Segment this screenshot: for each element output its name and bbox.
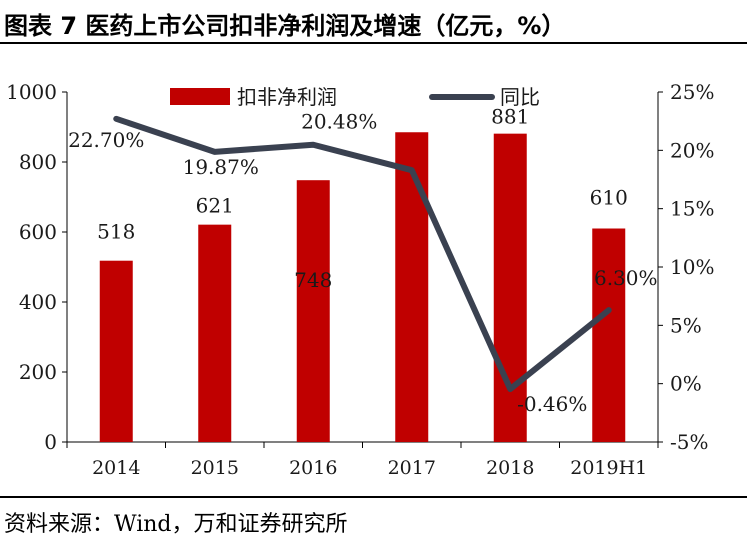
y-right-tick-label: -5% xyxy=(670,430,709,454)
bar-2017 xyxy=(395,132,429,442)
y-right-tick-label: 15% xyxy=(670,197,714,221)
x-tick-label: 2015 xyxy=(191,457,239,479)
line-data-label: -0.46% xyxy=(517,392,587,416)
bar-2015 xyxy=(198,224,232,442)
x-tick-label: 2018 xyxy=(486,457,534,479)
bar-2016 xyxy=(296,180,330,442)
y-right-tick-label: 0% xyxy=(670,372,702,396)
bar-data-label: 610 xyxy=(590,186,628,210)
bar-data-label: 621 xyxy=(196,194,234,218)
bar-2014 xyxy=(99,260,133,442)
line-data-label: 22.70% xyxy=(68,128,144,152)
bar-2019H1 xyxy=(592,228,626,442)
growth-line xyxy=(113,115,612,393)
line-data-label: 20.48% xyxy=(301,110,377,134)
y-left-tick-label: 600 xyxy=(19,220,57,244)
x-tick-label: 2019H1 xyxy=(570,457,647,479)
line-data-label: 6.30% xyxy=(594,266,658,290)
x-tick-label: 2016 xyxy=(289,457,337,479)
chart-title: 图表 7 医药上市公司扣非净利润及增速（亿元，%） xyxy=(4,12,566,40)
x-tick-label: 2014 xyxy=(92,457,140,479)
x-tick-label: 2017 xyxy=(388,457,436,479)
y-right-tick-label: 10% xyxy=(670,255,714,279)
legend-bar-label: 扣非净利润 xyxy=(237,85,337,109)
y-right-tick-label: 20% xyxy=(670,138,714,162)
y-right-tick-label: 25% xyxy=(670,80,714,104)
bar-data-label: 881 xyxy=(491,105,529,129)
legend-bar-swatch xyxy=(170,88,230,105)
y-right-tick-label: 5% xyxy=(670,313,702,337)
bar-data-label: 518 xyxy=(97,220,135,244)
title-rule xyxy=(0,42,747,44)
source-note: 资料来源：Wind，万和证券研究所 xyxy=(4,512,348,537)
line-data-label: 19.87% xyxy=(183,155,259,179)
y-left-tick-label: 400 xyxy=(19,290,57,314)
y-left-tick-label: 800 xyxy=(19,150,57,174)
y-left-tick-label: 1000 xyxy=(6,80,57,104)
legend-line-label: 同比 xyxy=(500,85,540,109)
source-rule xyxy=(0,496,747,498)
y-left-tick-label: 200 xyxy=(19,360,57,384)
bar-data-label: 748 xyxy=(294,268,332,292)
y-left-tick-label: 0 xyxy=(44,430,57,454)
